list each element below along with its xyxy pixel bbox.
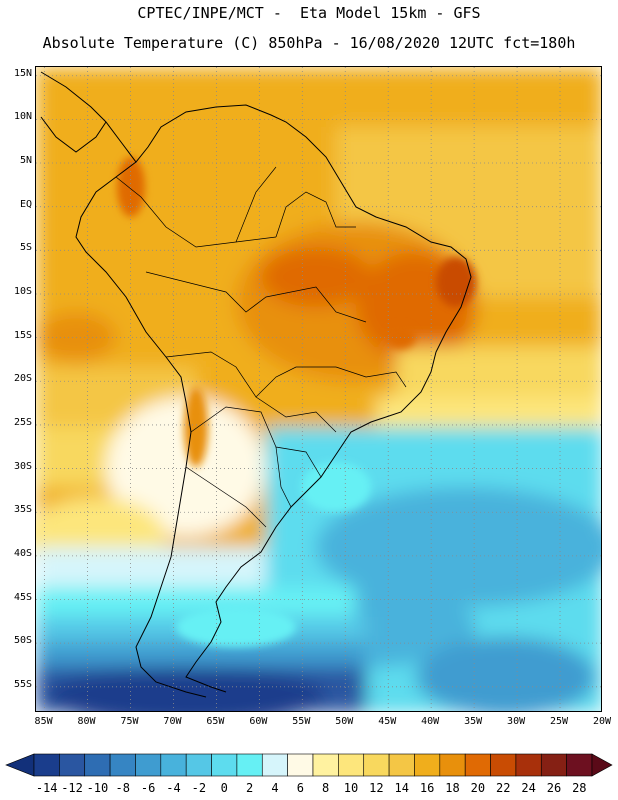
colorbar-tick-label: 10 bbox=[343, 781, 359, 795]
coastlines bbox=[40, 71, 472, 698]
lon-tick-label: 80W bbox=[77, 716, 96, 727]
lat-tick-label: 15N bbox=[13, 67, 32, 79]
colorbar-segment bbox=[540, 753, 567, 777]
lon-tick-label: 20W bbox=[592, 716, 612, 727]
colorbar-tick-label: 12 bbox=[369, 781, 384, 795]
colorbar-segment bbox=[363, 753, 390, 777]
colorbar-tick-label: 8 bbox=[322, 781, 330, 795]
lon-tick-label: 30W bbox=[507, 716, 526, 727]
colorbar-tick-label: -4 bbox=[166, 781, 181, 795]
lon-tick-label: 55W bbox=[292, 716, 311, 727]
lat-tick-label: 5S bbox=[19, 242, 32, 254]
lon-tick-label: 70W bbox=[163, 716, 182, 727]
lon-tick-label: 35W bbox=[464, 716, 483, 727]
lon-tick-label: 75W bbox=[120, 716, 139, 727]
lat-tick-label: 40S bbox=[13, 547, 32, 559]
colorbar-tick-label: 22 bbox=[495, 781, 511, 795]
colorbar-segment bbox=[135, 753, 162, 777]
lon-tick-label: 65W bbox=[206, 716, 225, 727]
colorbar-segment bbox=[287, 753, 314, 777]
colorbar-tick-label: 24 bbox=[521, 781, 536, 795]
colorbar-tick-label: 14 bbox=[394, 781, 409, 795]
colorbar-segment bbox=[414, 753, 441, 777]
colorbar-segment bbox=[515, 753, 542, 777]
colorbar-tick-label: -6 bbox=[140, 781, 156, 795]
lon-tick-label: 50W bbox=[335, 716, 354, 727]
colorbar-under-arrow bbox=[5, 753, 35, 777]
colorbar-segment bbox=[566, 753, 593, 777]
lon-tick-label: 60W bbox=[249, 716, 268, 727]
colorbar-segment bbox=[236, 753, 263, 777]
map-title-line2: Absolute Temperature (C) 850hPa - 16/08/… bbox=[42, 34, 576, 52]
colorbar-segment bbox=[338, 753, 365, 777]
lon-tick-label: 40W bbox=[421, 716, 440, 727]
lat-tick-label: 20S bbox=[13, 373, 32, 385]
temperature-colorbar bbox=[5, 753, 613, 777]
colorbar-tick-label: 4 bbox=[271, 781, 279, 795]
colorbar-tick-label: 18 bbox=[445, 781, 460, 795]
lat-tick-label: 15S bbox=[13, 329, 32, 341]
lat-tick-label: 10S bbox=[13, 285, 32, 297]
lat-tick-label: 30S bbox=[13, 460, 32, 472]
lat-tick-label: 35S bbox=[13, 504, 32, 516]
colorbar-tick-label: 6 bbox=[296, 781, 304, 795]
lon-tick-label: 25W bbox=[550, 716, 569, 727]
colorbar-tick-label: -10 bbox=[86, 781, 109, 795]
lat-tick-label: 25S bbox=[13, 416, 32, 428]
colorbar-tick-label: 28 bbox=[572, 781, 587, 795]
lat-tick-label: 50S bbox=[13, 635, 32, 647]
lat-tick-label: 55S bbox=[13, 678, 32, 690]
colorbar-tick-label: 2 bbox=[245, 781, 254, 795]
temperature-field bbox=[36, 67, 601, 711]
lat-tick-label: 10N bbox=[13, 111, 32, 123]
colorbar-segment bbox=[312, 753, 339, 777]
colorbar-tick-label: 26 bbox=[546, 781, 562, 795]
map-title-line1: CPTEC/INPE/MCT - Eta Model 15km - GFS bbox=[137, 4, 481, 22]
lon-tick-label: 45W bbox=[378, 716, 397, 727]
lat-tick-label: 5N bbox=[19, 155, 32, 167]
colorbar-segment bbox=[439, 753, 466, 777]
lat-tick-label: 45S bbox=[13, 591, 32, 603]
colorbar-segment bbox=[59, 753, 86, 777]
temperature-map bbox=[35, 66, 602, 712]
colorbar-segment bbox=[261, 753, 288, 777]
lon-tick-label: 85W bbox=[34, 716, 53, 727]
colorbar-segment bbox=[160, 753, 187, 777]
colorbar-over-arrow bbox=[591, 753, 613, 777]
colorbar-segment bbox=[211, 753, 238, 777]
graticule bbox=[36, 67, 601, 711]
colorbar-segment bbox=[33, 753, 60, 777]
colorbar-segment bbox=[464, 753, 491, 777]
colorbar-segment bbox=[388, 753, 415, 777]
colorbar-segment bbox=[109, 753, 136, 777]
colorbar-segment bbox=[185, 753, 212, 777]
colorbar-tick-label: 16 bbox=[419, 781, 435, 795]
colorbar-tick-label: 20 bbox=[470, 781, 486, 795]
colorbar-tick-label: 0 bbox=[220, 781, 228, 795]
lat-tick-label: EQ bbox=[19, 198, 32, 210]
colorbar-tick-label: -12 bbox=[61, 781, 83, 795]
colorbar-tick-label: -2 bbox=[191, 781, 207, 795]
colorbar-tick-label: -14 bbox=[35, 781, 58, 795]
political-borders bbox=[115, 166, 407, 528]
colorbar-segment bbox=[490, 753, 517, 777]
colorbar-segment bbox=[84, 753, 111, 777]
colorbar-tick-label: -8 bbox=[115, 781, 130, 795]
